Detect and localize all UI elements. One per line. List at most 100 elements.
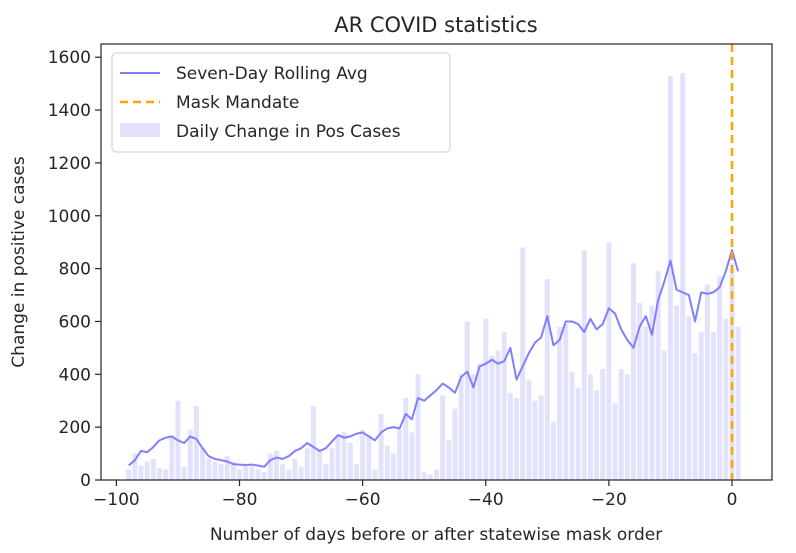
bar-daily-change [347, 443, 353, 480]
bar-daily-change [390, 453, 396, 480]
bar-daily-change [384, 445, 390, 480]
bar-daily-change [403, 398, 409, 480]
bar-daily-change [495, 350, 501, 480]
y-tick-label: 1400 [48, 101, 91, 121]
bar-daily-change [317, 450, 322, 480]
bar-daily-change [612, 403, 618, 480]
bar-daily-change [434, 469, 439, 480]
line-layer [128, 249, 740, 468]
bar-daily-change [514, 398, 519, 480]
bar-daily-change [372, 469, 378, 480]
bar-daily-change [169, 437, 175, 480]
bar-daily-change [427, 474, 433, 480]
bar-daily-change [378, 413, 384, 480]
bar-daily-change [163, 469, 169, 480]
bar-daily-change [692, 353, 698, 480]
bar-daily-change [520, 247, 526, 480]
bar-daily-change [323, 464, 329, 480]
bar-daily-change [686, 316, 692, 480]
x-axis-label: Number of days before or after statewise… [210, 525, 662, 545]
bar-daily-change [606, 242, 612, 480]
legend-box [111, 52, 451, 153]
bar-daily-change [261, 472, 267, 480]
bar-daily-change [366, 435, 372, 480]
chart-title: AR COVID statistics [334, 13, 537, 37]
bar-daily-change [581, 250, 587, 480]
bar-daily-change [273, 450, 279, 480]
x-tick-label: −20 [591, 490, 627, 510]
bar-daily-change [551, 421, 556, 480]
bar-daily-change [532, 400, 538, 480]
bar-daily-change [674, 305, 680, 480]
bar-daily-change [249, 466, 255, 480]
bar-daily-change [538, 395, 544, 480]
x-tick-label: −100 [93, 490, 140, 510]
bar-daily-change [138, 465, 144, 480]
bar-daily-change [335, 435, 341, 480]
bar-daily-change [655, 271, 661, 480]
bar-daily-change [483, 318, 489, 480]
x-tick-label: −80 [222, 490, 258, 510]
bar-daily-change [292, 458, 298, 480]
y-tick-label: 800 [59, 260, 91, 280]
bar-daily-change [643, 326, 649, 480]
bar-daily-change [193, 406, 199, 480]
y-axis-label: Change in positive cases [9, 156, 29, 368]
bar-daily-change [421, 472, 427, 480]
bar-daily-change [446, 440, 452, 480]
bar-daily-change [544, 279, 550, 480]
bar-daily-change [267, 453, 273, 480]
bar-daily-change [360, 429, 366, 480]
x-tick-label: 0 [727, 490, 738, 510]
bar-daily-change [489, 355, 495, 480]
y-tick-label: 1600 [48, 48, 91, 68]
bar-daily-change [594, 390, 600, 480]
bar-daily-change [667, 75, 673, 481]
y-tick-label: 1200 [48, 154, 91, 174]
bar-daily-change [470, 374, 476, 480]
bar-daily-change [661, 350, 667, 480]
bar-daily-change [329, 448, 335, 480]
bar-daily-change [563, 324, 569, 480]
x-tick-label: −60 [345, 490, 381, 510]
bar-daily-change [575, 387, 581, 480]
bar-daily-change [477, 363, 483, 480]
bar-daily-change [224, 456, 230, 480]
ticks-layer: −100 −80 −60 −40 −20 0 0 200 400 600 800 1000 1200 14… [48, 48, 738, 510]
bar-daily-change [637, 302, 643, 480]
bar-daily-change [310, 406, 316, 480]
bar-daily-change [181, 466, 187, 480]
bar-daily-change [704, 284, 710, 480]
bar-daily-change [458, 374, 464, 480]
x-tick-label: −40 [468, 490, 504, 510]
bar-daily-change [624, 374, 630, 480]
bar-daily-change [255, 469, 261, 480]
bar-daily-change [298, 466, 304, 480]
legend: Seven-Day Rolling Avg Mask Mandate Daily… [111, 52, 451, 153]
bar-daily-change [587, 374, 593, 480]
bar-daily-change [354, 464, 359, 480]
y-tick-label: 200 [59, 418, 91, 438]
bar-daily-change [397, 429, 403, 480]
bar-daily-change [150, 458, 156, 480]
y-tick-label: 0 [80, 471, 91, 491]
bar-daily-change [464, 321, 470, 480]
bar-daily-change [286, 469, 292, 480]
bar-daily-change [440, 395, 446, 480]
bar-daily-change [132, 453, 138, 480]
y-tick-label: 600 [59, 312, 91, 332]
bar-daily-change [280, 464, 286, 480]
bar-daily-change [717, 276, 723, 480]
bar-daily-change [200, 448, 206, 480]
bar-daily-change [237, 469, 242, 480]
bars-layer [126, 73, 741, 481]
bar-daily-change [212, 461, 218, 480]
bar-daily-change [409, 432, 415, 480]
bar-daily-change [415, 374, 421, 480]
bar-daily-change [526, 379, 532, 480]
bar-daily-change [600, 369, 606, 480]
bar-daily-change [230, 461, 236, 480]
bar-daily-change [304, 448, 310, 480]
